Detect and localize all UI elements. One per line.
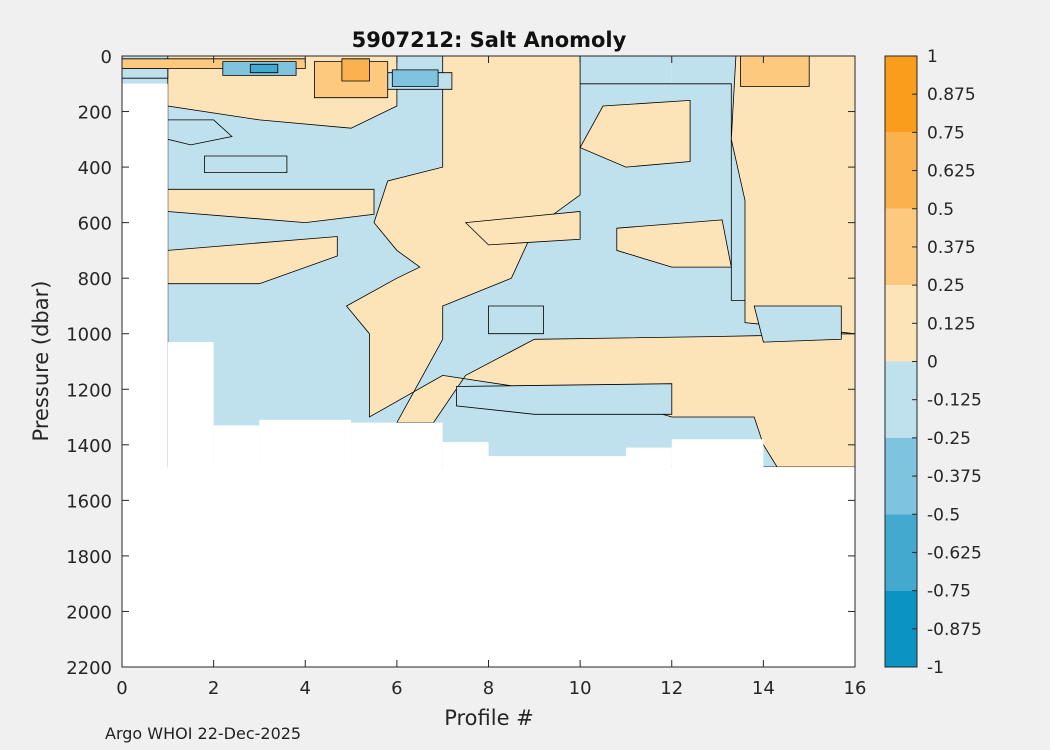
colorbar-tick-label-7: 0.125: [927, 314, 976, 334]
colorbar-band-3: [885, 285, 917, 362]
anomaly-region-9: [753, 305, 842, 343]
anomaly-region-18: [740, 56, 810, 87]
colorbar-tick-label-16: -1: [927, 658, 944, 678]
anomaly-region-6: [616, 219, 732, 268]
colorbar-tick-label-12: -0.5: [927, 505, 960, 525]
anomaly-region-10: [455, 383, 673, 415]
no-data-mask-7: [625, 447, 672, 667]
colorbar-tick-label-2: 0.75: [927, 123, 965, 143]
y-tick-label-3: 600: [78, 214, 112, 235]
x-axis: 0 2 4 6 8 10 12 14 16: [116, 56, 866, 699]
colorbar-tick-label-4: 0.5: [927, 200, 954, 220]
y-tick-label-6: 1200: [66, 380, 112, 401]
y-tick-label-5: 1000: [66, 325, 112, 346]
colorbar-tick-label-8: 0: [927, 353, 938, 373]
no-data-mask-0: [122, 83, 168, 667]
no-data-mask-2: [213, 425, 260, 667]
no-data-mask-4: [351, 422, 443, 667]
anomaly-region-13: [204, 155, 288, 174]
x-tick-label-3: 6: [391, 678, 402, 699]
anomaly-region-17: [341, 58, 370, 82]
anomaly-region-21: [249, 63, 279, 74]
y-tick-label-8: 1600: [66, 491, 112, 512]
no-data-mask-3: [259, 419, 352, 667]
anomaly-region-7: [464, 211, 581, 246]
colorbar-tick-label-5: 0.375: [927, 238, 976, 258]
x-tick-label-2: 4: [300, 678, 311, 699]
anomaly-region-11: [488, 305, 544, 335]
y-tick-label-4: 800: [78, 269, 112, 290]
colorbar-tick-label-11: -0.375: [927, 467, 982, 487]
y-axis: 0 200 400 600 800 1000 1200 1400 1600 1800 2000 220…: [66, 47, 855, 679]
colorbar-tick-label-13: -0.625: [927, 543, 982, 563]
colorbar-tick-label-9: -0.125: [927, 391, 982, 411]
colorbar-band-6: [885, 514, 917, 591]
no-data-mask-6: [488, 455, 626, 667]
no-data-mask-8: [671, 439, 764, 667]
x-axis-label: Profile #: [444, 706, 534, 730]
no-data-mask-9: [763, 467, 855, 667]
y-tick-label-2: 400: [78, 158, 112, 179]
x-tick-label-4: 8: [483, 678, 494, 699]
y-tick-label-1: 200: [78, 103, 112, 124]
y-tick-label-7: 1400: [66, 436, 112, 457]
colorbar: 1 0.875 0.75 0.625 0.5 0.375 0.25 0.125 0 -0.125 -…: [884, 47, 982, 678]
y-axis-label: Pressure (dbar): [29, 281, 53, 442]
colorbar-band-4: [885, 361, 917, 438]
footer-note: Argo WHOI 22-Dec-2025: [105, 724, 302, 743]
anomaly-region-15: [122, 68, 169, 79]
colorbar-tick-label-1: 0.875: [927, 85, 976, 105]
colorbar-tick-label-15: -0.875: [927, 620, 982, 640]
anomaly-region-5: [579, 99, 691, 168]
anomaly-region-8: [730, 56, 855, 335]
colorbar-tick-label-3: 0.625: [927, 162, 976, 182]
y-tick-label-0: 0: [101, 47, 112, 68]
plot-area: [122, 56, 855, 667]
colorbar-band-5: [885, 437, 917, 515]
colorbar-band-0: [885, 56, 917, 133]
x-tick-label-5: 10: [569, 678, 592, 699]
x-tick-label-6: 12: [660, 678, 683, 699]
y-tick-label-9: 1800: [66, 547, 112, 568]
colorbar-band-1: [885, 132, 917, 209]
colorbar-tick-label-6: 0.25: [927, 276, 965, 296]
colorbar-band-2: [885, 208, 917, 286]
colorbar-tick-label-14: -0.75: [927, 582, 971, 602]
y-tick-label-10: 2000: [66, 602, 112, 623]
x-tick-label-8: 16: [844, 678, 867, 699]
no-data-mask-1: [167, 342, 214, 667]
chart-title: 5907212: Salt Anomoly: [352, 28, 627, 52]
x-tick-label-0: 0: [116, 678, 127, 699]
anomaly-region-1: [345, 56, 855, 468]
no-data-mask-5: [442, 442, 489, 667]
colorbar-tick-label-0: 1: [927, 47, 938, 67]
anomaly-region-22: [391, 69, 439, 87]
colorbar-band-7: [885, 590, 917, 667]
y-tick-label-11: 2200: [66, 658, 112, 679]
x-tick-label-7: 14: [752, 678, 775, 699]
x-tick-label-1: 2: [208, 678, 219, 699]
colorbar-tick-label-10: -0.25: [927, 429, 971, 449]
